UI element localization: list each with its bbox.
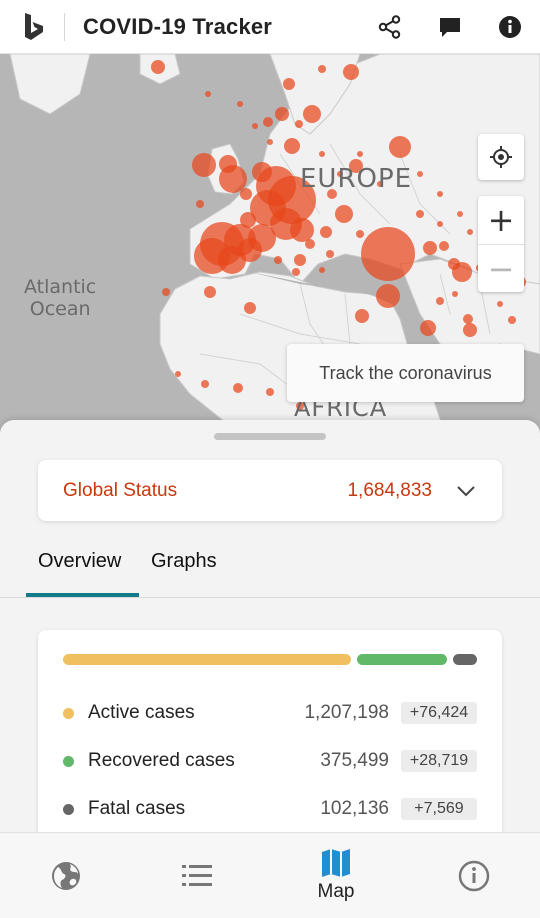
- nav-item-map[interactable]: Map: [291, 833, 381, 918]
- case-label: Recovered cases: [88, 750, 235, 771]
- nav-item-globe[interactable]: [21, 833, 111, 918]
- bing-logo-icon[interactable]: [14, 7, 54, 47]
- map-icon: [322, 849, 350, 877]
- tab-overview[interactable]: Overview: [38, 550, 122, 572]
- zoom-out-button[interactable]: −: [478, 244, 524, 292]
- chat-button[interactable]: [420, 0, 480, 54]
- global-status-dropdown[interactable]: Global Status 1,684,833: [38, 460, 502, 521]
- recovered-dot-icon: [63, 755, 74, 767]
- header-divider: [64, 12, 65, 41]
- crosshair-icon: [490, 146, 512, 168]
- nav-item-info[interactable]: [429, 833, 519, 918]
- global-status-value: 1,684,833: [347, 479, 432, 501]
- active-dot-icon: [63, 707, 74, 719]
- recovered-cases-bar: [357, 654, 447, 665]
- case-label: Fatal cases: [88, 798, 186, 819]
- chat-icon: [440, 17, 460, 37]
- info-button[interactable]: [480, 0, 540, 54]
- map-label-ocean: Atlantic Ocean: [24, 276, 97, 320]
- case-value: 1,207,198: [304, 702, 389, 723]
- case-delta: +7,569: [401, 798, 477, 820]
- fatal-dot-icon: [63, 803, 74, 815]
- chevron-down-icon: [456, 481, 476, 501]
- map-label-europe: EUROPE: [300, 164, 413, 194]
- nav-item-list[interactable]: [152, 833, 242, 918]
- case-label: Active cases: [88, 702, 195, 723]
- list-icon: [182, 865, 212, 886]
- active-cases-bar: [63, 654, 351, 665]
- case-value: 102,136: [320, 798, 389, 819]
- app-title: COVID-19 Tracker: [83, 13, 273, 39]
- tab-bar: Overview Graphs: [0, 540, 540, 598]
- track-tooltip[interactable]: Track the coronavirus: [287, 344, 524, 402]
- cases-proportion-bar: [63, 654, 477, 665]
- case-row-fatal: Fatal cases 102,136 +7,569: [63, 794, 477, 824]
- global-status-label: Global Status: [63, 479, 178, 501]
- case-delta: +28,719: [401, 750, 477, 772]
- bottom-nav: Map: [0, 832, 540, 918]
- share-button[interactable]: [360, 0, 420, 54]
- case-row-active: Active cases 1,207,198 +76,424: [63, 698, 477, 728]
- fatal-cases-bar: [453, 654, 477, 665]
- app-header: COVID-19 Tracker: [0, 0, 540, 54]
- case-row-recovered: Recovered cases 375,499 +28,719: [63, 746, 477, 776]
- covid-map[interactable]: Atlantic Ocean EUROPE AFRICA + − Track t…: [0, 54, 540, 434]
- tab-graphs[interactable]: Graphs: [151, 550, 217, 572]
- cases-card: Active cases 1,207,198 +76,424 Recovered…: [38, 630, 502, 850]
- info-icon: [499, 15, 521, 38]
- nav-label-map: Map: [317, 881, 355, 902]
- case-value: 375,499: [320, 750, 389, 771]
- info-icon: [458, 860, 490, 892]
- active-tab-indicator: [26, 593, 139, 597]
- header-actions: [360, 0, 540, 54]
- case-delta: +76,424: [401, 702, 477, 724]
- zoom-in-button[interactable]: +: [487, 201, 515, 239]
- globe-icon: [52, 862, 80, 890]
- share-icon: [378, 14, 401, 39]
- zoom-controls: + −: [478, 196, 524, 292]
- sheet-drag-handle[interactable]: [214, 433, 326, 440]
- bottom-sheet: Global Status 1,684,833 Overview Graphs …: [0, 420, 540, 850]
- locate-button[interactable]: [478, 134, 524, 180]
